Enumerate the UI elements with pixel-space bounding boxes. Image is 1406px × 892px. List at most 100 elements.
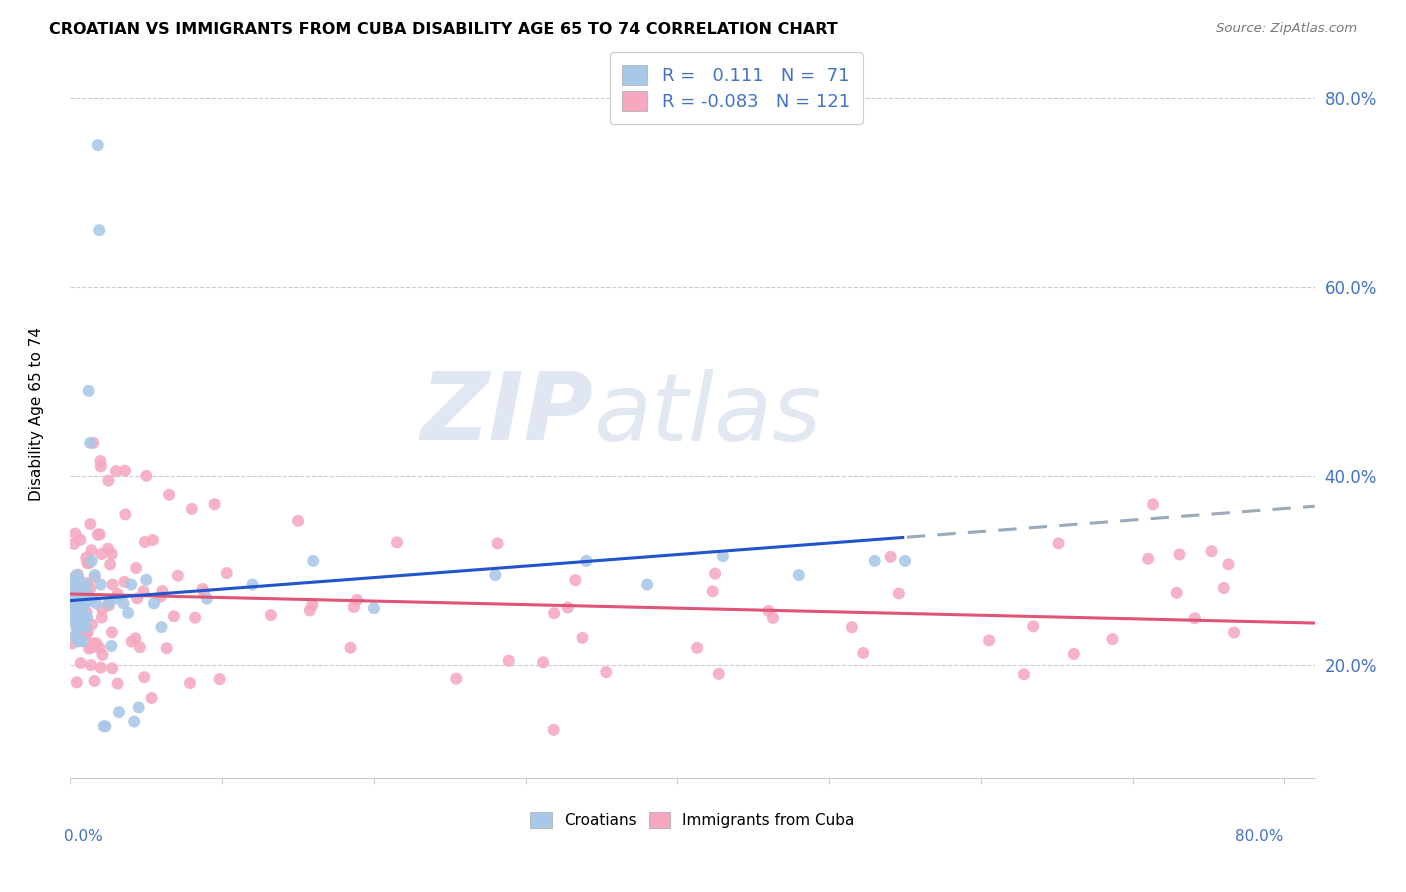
Point (127, 591, 149, 606)
Point (120, 577, 142, 591)
Point (91, 602, 114, 616)
Point (97, 474, 120, 488)
Point (543, 606, 565, 620)
Point (73, 579, 96, 593)
Point (70, 620, 93, 634)
Point (879, 549, 901, 564)
Point (575, 554, 598, 568)
Point (80, 617, 103, 632)
Y-axis label: Disability Age 65 to 74: Disability Age 65 to 74 (30, 327, 44, 501)
Point (1142, 497, 1164, 511)
Point (339, 640, 361, 655)
Point (117, 606, 139, 620)
Point (135, 573, 157, 587)
Point (112, 596, 135, 610)
Point (363, 601, 385, 615)
Point (301, 598, 323, 612)
Point (60, 636, 83, 650)
Point (62, 579, 84, 593)
Point (69, 656, 91, 670)
Point (571, 631, 593, 645)
Point (60, 606, 83, 620)
Point (156, 641, 179, 656)
Point (446, 672, 468, 686)
Point (564, 573, 586, 587)
Point (242, 577, 264, 591)
Point (76, 587, 98, 601)
Point (93, 719, 115, 733)
Point (69, 533, 91, 547)
Point (863, 554, 886, 568)
Point (63, 615, 86, 630)
Point (543, 723, 565, 737)
Point (142, 533, 165, 547)
Point (79, 435, 101, 450)
Point (711, 549, 734, 564)
Point (298, 603, 321, 617)
Point (101, 661, 124, 675)
Point (83, 570, 105, 584)
Point (76, 556, 98, 570)
Point (150, 584, 173, 599)
Point (65, 568, 87, 582)
Point (67, 577, 90, 591)
Point (686, 640, 709, 655)
Point (128, 640, 150, 655)
Point (1047, 536, 1070, 550)
Point (215, 566, 238, 580)
Point (80, 543, 103, 558)
Point (166, 568, 188, 582)
Point (486, 536, 509, 550)
Point (69, 634, 91, 648)
Point (97, 599, 120, 613)
Point (80, 554, 103, 568)
Point (67, 583, 90, 598)
Point (89, 223, 111, 237)
Point (77, 641, 100, 656)
Point (1201, 544, 1223, 558)
Point (841, 620, 863, 634)
Point (86, 636, 108, 650)
Point (104, 591, 127, 606)
Point (134, 670, 156, 684)
Point (62, 610, 84, 624)
Point (557, 600, 579, 615)
Point (124, 632, 146, 646)
Point (79, 582, 101, 596)
Point (179, 676, 201, 690)
Point (63, 601, 86, 615)
Point (787, 568, 810, 582)
Point (97, 596, 120, 610)
Point (67, 634, 90, 648)
Point (1168, 548, 1191, 562)
Point (75, 577, 97, 591)
Point (128, 700, 150, 714)
Point (67, 599, 90, 614)
Point (100, 639, 122, 653)
Point (157, 488, 180, 502)
Point (208, 672, 231, 686)
Point (531, 656, 554, 670)
Point (83, 568, 105, 582)
Point (343, 600, 366, 615)
Point (852, 646, 875, 660)
Point (98, 558, 121, 572)
Point (67, 602, 90, 616)
Point (76, 625, 98, 640)
Point (887, 586, 910, 600)
Text: atlas: atlas (593, 369, 821, 460)
Point (89, 454, 111, 468)
Point (65, 596, 87, 610)
Point (134, 535, 156, 549)
Point (595, 665, 617, 680)
Point (63, 537, 86, 551)
Point (67, 620, 90, 634)
Point (60, 596, 83, 610)
Point (77, 384, 100, 398)
Point (77, 556, 100, 570)
Point (77, 576, 100, 591)
Point (114, 508, 136, 522)
Point (91, 648, 114, 662)
Point (260, 608, 283, 623)
Point (63, 630, 86, 644)
